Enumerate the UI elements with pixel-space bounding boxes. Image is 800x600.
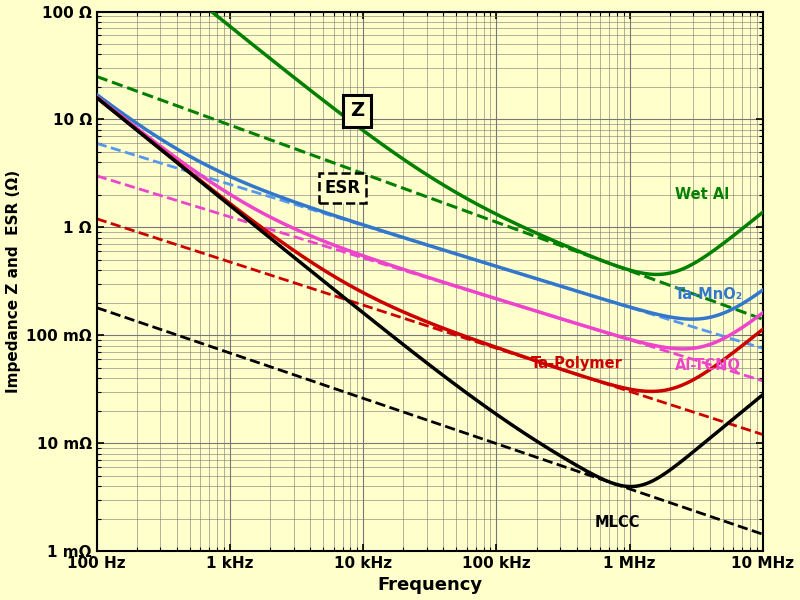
Text: Ta-MnO₂: Ta-MnO₂ bbox=[675, 287, 743, 302]
Text: Ta-Polymer: Ta-Polymer bbox=[530, 356, 622, 371]
Text: Wet Al: Wet Al bbox=[675, 187, 730, 202]
Y-axis label: Impedance Z and  ESR (Ω): Impedance Z and ESR (Ω) bbox=[6, 170, 21, 393]
X-axis label: Frequency: Frequency bbox=[378, 577, 482, 595]
Text: MLCC: MLCC bbox=[595, 515, 641, 530]
Text: Al-TCNQ: Al-TCNQ bbox=[675, 358, 742, 373]
Text: Z: Z bbox=[350, 101, 364, 121]
Text: ESR: ESR bbox=[325, 179, 361, 197]
